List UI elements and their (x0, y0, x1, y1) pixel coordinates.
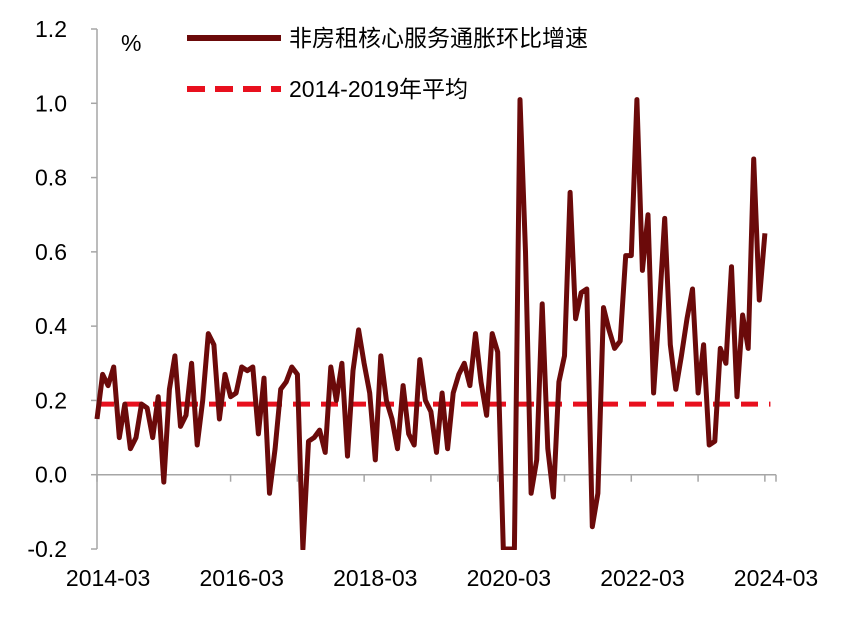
y-tick-label: 1.2 (35, 16, 67, 42)
x-tick-label: 2016-03 (199, 565, 283, 591)
y-tick-label: 0.2 (35, 387, 67, 413)
y-tick-label: 0.6 (35, 239, 67, 265)
axes: 1.2 1.0 0.8 0.6 0.4 0.2 0.0 -0.2 2014-03 2016-03 2… (27, 16, 818, 591)
x-tick-label: 2022-03 (600, 565, 684, 591)
x-tick-label: 2020-03 (467, 565, 551, 591)
x-tick-label: 2024-03 (734, 565, 818, 591)
legend-label-series-1: 非房租核心服务通胀环比增速 (289, 25, 588, 51)
y-tick-label: 0.4 (35, 313, 67, 339)
series-line-core-services (94, 97, 768, 550)
unit-label: % (121, 30, 141, 56)
y-tick-label: 0.0 (35, 462, 67, 488)
y-tick-label: 0.8 (35, 165, 67, 191)
y-tick-label: 1.0 (35, 90, 67, 116)
y-tick-label: -0.2 (27, 536, 67, 562)
series-layer (94, 97, 771, 550)
legend-label-series-2: 2014-2019年平均 (289, 76, 468, 102)
legend: 非房租核心服务通胀环比增速 2014-2019年平均 (187, 25, 588, 102)
x-tick-label: 2018-03 (333, 565, 417, 591)
x-tick-label: 2014-03 (66, 565, 150, 591)
